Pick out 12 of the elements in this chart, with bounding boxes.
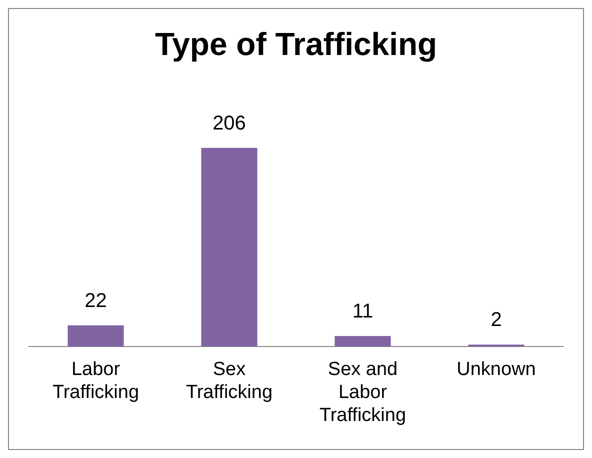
x-tick-label: Sex Trafficking	[186, 359, 273, 404]
x-tick-label: Unknown	[456, 359, 536, 380]
data-label: 206	[212, 112, 246, 134]
bar	[334, 336, 391, 347]
x-tick-label: Labor Trafficking	[52, 359, 140, 404]
chart-title: Type of Trafficking	[154, 26, 438, 62]
data-label: 2	[490, 309, 502, 332]
x-tick-label: Sex and Labor Trafficking	[319, 359, 406, 426]
data-label: 22	[84, 290, 107, 312]
bar	[201, 148, 258, 347]
bar	[68, 325, 124, 347]
data-label: 11	[352, 300, 374, 323]
